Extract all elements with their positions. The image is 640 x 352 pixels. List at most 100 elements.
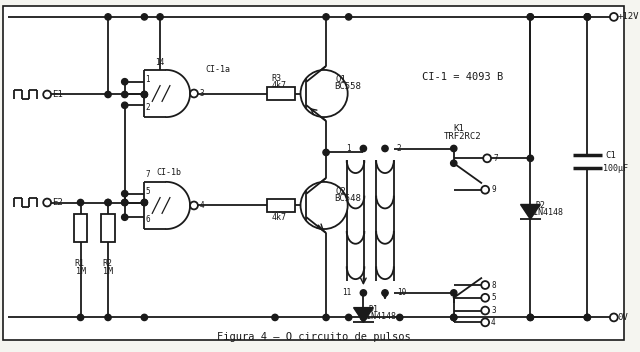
Circle shape xyxy=(360,290,367,296)
Circle shape xyxy=(105,199,111,206)
Circle shape xyxy=(122,190,128,197)
Circle shape xyxy=(481,186,489,194)
Circle shape xyxy=(122,91,128,98)
FancyBboxPatch shape xyxy=(74,214,88,242)
Circle shape xyxy=(157,14,163,20)
Text: 3: 3 xyxy=(200,89,205,98)
Polygon shape xyxy=(353,308,373,322)
Circle shape xyxy=(122,78,128,85)
Text: 3: 3 xyxy=(491,306,496,315)
Text: 10: 10 xyxy=(397,288,406,297)
Circle shape xyxy=(527,14,534,20)
Text: 1N4148: 1N4148 xyxy=(533,208,563,217)
FancyBboxPatch shape xyxy=(267,199,294,212)
Text: CI-1a: CI-1a xyxy=(205,65,231,74)
Circle shape xyxy=(323,314,329,321)
Circle shape xyxy=(481,294,489,302)
Text: 4k7: 4k7 xyxy=(271,213,286,222)
Circle shape xyxy=(451,145,457,152)
Circle shape xyxy=(346,14,352,20)
Text: 1M: 1M xyxy=(103,267,113,276)
Circle shape xyxy=(105,314,111,321)
Text: 11: 11 xyxy=(342,288,351,297)
Circle shape xyxy=(584,314,591,321)
Circle shape xyxy=(301,182,348,229)
Text: D1: D1 xyxy=(368,305,378,314)
Circle shape xyxy=(481,319,489,326)
Circle shape xyxy=(527,14,534,20)
Text: 4: 4 xyxy=(491,318,496,327)
Polygon shape xyxy=(520,205,540,219)
Text: CI-1b: CI-1b xyxy=(156,168,181,177)
Circle shape xyxy=(323,14,329,20)
Text: 1N4148: 1N4148 xyxy=(366,312,396,321)
Text: R2: R2 xyxy=(102,259,112,268)
Circle shape xyxy=(190,202,198,209)
Circle shape xyxy=(360,145,367,152)
Circle shape xyxy=(141,199,147,206)
Text: 5: 5 xyxy=(145,187,150,196)
Text: BC548: BC548 xyxy=(334,194,361,203)
Circle shape xyxy=(122,102,128,108)
Text: C1: C1 xyxy=(605,151,616,160)
Text: 6: 6 xyxy=(145,215,150,224)
Text: 2: 2 xyxy=(145,103,150,112)
Circle shape xyxy=(483,155,491,162)
Circle shape xyxy=(397,314,403,321)
Circle shape xyxy=(122,199,128,206)
Circle shape xyxy=(141,314,147,321)
Circle shape xyxy=(105,14,111,20)
Circle shape xyxy=(527,155,534,162)
Text: 9: 9 xyxy=(491,185,496,194)
Circle shape xyxy=(44,199,51,206)
Circle shape xyxy=(451,314,457,321)
Circle shape xyxy=(584,314,591,321)
FancyBboxPatch shape xyxy=(267,87,294,100)
Circle shape xyxy=(451,290,457,296)
Circle shape xyxy=(141,199,147,206)
Text: 5: 5 xyxy=(491,293,496,302)
Circle shape xyxy=(584,14,591,20)
Circle shape xyxy=(610,314,618,321)
Text: 100μF: 100μF xyxy=(603,164,628,172)
Circle shape xyxy=(323,149,329,156)
Circle shape xyxy=(77,199,84,206)
Text: Figura 4 – O circuito de pulsos: Figura 4 – O circuito de pulsos xyxy=(218,332,411,342)
Text: R1: R1 xyxy=(75,259,84,268)
Text: +12V: +12V xyxy=(618,12,639,21)
Text: 8: 8 xyxy=(491,281,496,289)
Text: 4: 4 xyxy=(200,201,205,210)
Text: D2: D2 xyxy=(535,201,545,210)
Text: R3: R3 xyxy=(271,74,281,83)
Circle shape xyxy=(105,199,111,206)
Text: 7: 7 xyxy=(145,170,150,178)
Circle shape xyxy=(272,314,278,321)
Text: K1: K1 xyxy=(454,124,465,133)
Text: 4k7: 4k7 xyxy=(271,81,286,90)
Circle shape xyxy=(584,14,591,20)
Circle shape xyxy=(451,160,457,166)
Circle shape xyxy=(527,314,534,321)
Circle shape xyxy=(451,314,457,321)
Circle shape xyxy=(382,145,388,152)
Circle shape xyxy=(141,14,147,20)
FancyBboxPatch shape xyxy=(101,214,115,242)
Text: 1: 1 xyxy=(346,144,350,153)
Text: E2: E2 xyxy=(52,198,63,207)
Text: Q1: Q1 xyxy=(336,75,347,84)
Circle shape xyxy=(527,314,534,321)
Circle shape xyxy=(610,13,618,21)
Circle shape xyxy=(141,91,147,98)
Circle shape xyxy=(105,91,111,98)
Text: CI-1 = 4093 B: CI-1 = 4093 B xyxy=(422,72,504,82)
Circle shape xyxy=(44,90,51,99)
Circle shape xyxy=(301,70,348,117)
Circle shape xyxy=(346,314,352,321)
Circle shape xyxy=(190,89,198,98)
Text: 14: 14 xyxy=(156,58,164,67)
Text: 2: 2 xyxy=(397,144,401,153)
Circle shape xyxy=(584,14,591,20)
Text: 1M: 1M xyxy=(76,267,86,276)
Circle shape xyxy=(382,290,388,296)
Circle shape xyxy=(77,314,84,321)
